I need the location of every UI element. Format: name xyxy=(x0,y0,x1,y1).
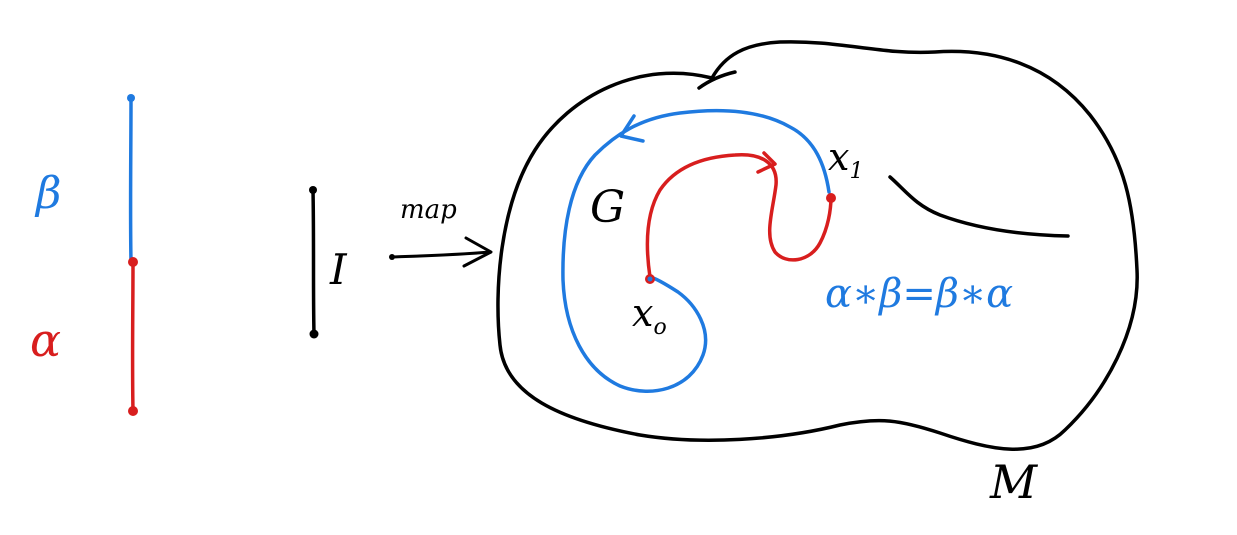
x1-point xyxy=(826,193,836,203)
x1-label-sub: 1 xyxy=(849,159,863,184)
x0-label: xo xyxy=(632,291,667,340)
arrow-head xyxy=(462,236,493,268)
beta-label: β xyxy=(34,168,61,219)
x0-label-base: x xyxy=(632,291,653,335)
arrow-tail-dot xyxy=(389,254,395,260)
map-label: map xyxy=(400,195,457,225)
x1-label-base: x xyxy=(828,135,849,179)
x1-label: x1 xyxy=(828,135,863,184)
manifold: M xyxy=(496,40,1139,509)
junction-point xyxy=(128,257,138,267)
base-points: xo x1 xyxy=(632,135,863,340)
interval-bottom-point xyxy=(309,329,319,339)
alpha-curve xyxy=(645,152,833,279)
beta-loop xyxy=(561,108,831,393)
interval-top-point xyxy=(309,186,317,194)
beta-arrowhead xyxy=(619,114,645,143)
map-arrow: map xyxy=(389,195,493,268)
alpha-path xyxy=(645,151,833,279)
beta-curve xyxy=(561,108,831,393)
manifold-crease xyxy=(888,175,1070,238)
path-segments: β α xyxy=(30,94,138,416)
arrow-shaft xyxy=(390,250,492,259)
interval-segment xyxy=(311,188,316,336)
equation-label: α∗β=β∗α xyxy=(825,271,1013,317)
alpha-arrowhead xyxy=(756,151,777,174)
alpha-endpoint xyxy=(128,406,138,416)
beta-endpoint xyxy=(127,94,135,102)
alpha-label: α xyxy=(30,313,61,367)
manifold-label: M xyxy=(989,455,1039,509)
x0-point-ring xyxy=(647,276,653,282)
interval: I xyxy=(309,186,348,339)
x0-label-sub: o xyxy=(653,315,666,340)
interval-label: I xyxy=(329,245,348,294)
manifold-inner-fold xyxy=(697,70,737,90)
loop-label: G xyxy=(590,182,625,233)
manifold-outline xyxy=(496,40,1139,451)
